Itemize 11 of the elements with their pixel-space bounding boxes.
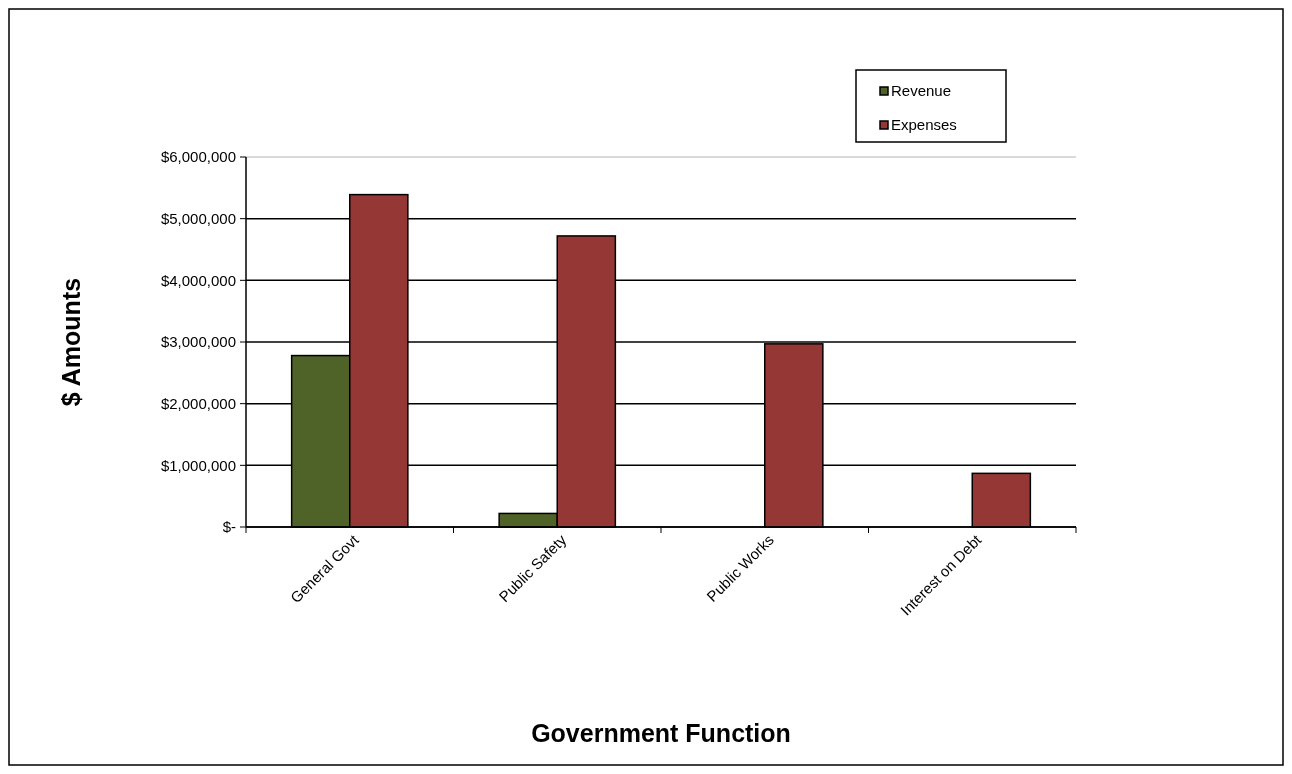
y-tick-label: $3,000,000 xyxy=(160,333,236,351)
y-tick-label: $4,000,000 xyxy=(160,271,236,289)
y-tick-label: $1,000,000 xyxy=(160,456,236,474)
y-tick-label: $5,000,000 xyxy=(160,209,236,227)
legend-label: Expenses xyxy=(891,116,957,134)
x-axis-title: Government Function xyxy=(531,719,791,747)
y-tick-label: $- xyxy=(222,518,236,536)
y-tick-label: $2,000,000 xyxy=(160,394,236,412)
y-axis-title: $ Amounts xyxy=(57,277,85,407)
y-tick-label: $6,000,000 xyxy=(160,148,236,166)
legend-label: Revenue xyxy=(891,82,952,100)
